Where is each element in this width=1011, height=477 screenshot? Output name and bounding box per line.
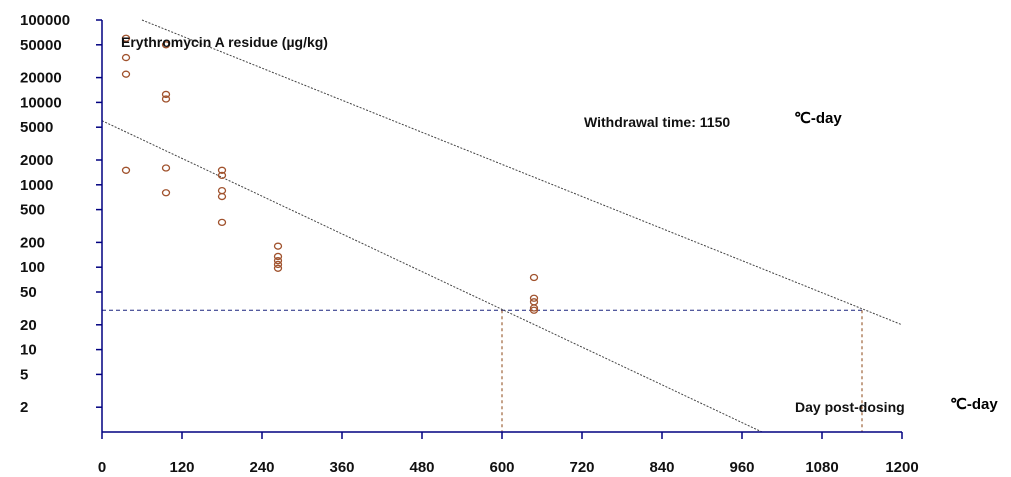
x-tick-label: 0 <box>98 459 106 476</box>
y-tick-label: 2 <box>20 399 28 416</box>
data-point <box>217 166 227 174</box>
x-tick-label: 120 <box>169 459 194 476</box>
y-tick-label: 100000 <box>20 12 70 29</box>
x-tick-label: 1080 <box>805 459 838 476</box>
x-tick-label: 600 <box>489 459 514 476</box>
data-point <box>273 260 283 269</box>
y-tick-label: 1000 <box>20 177 53 194</box>
data-point <box>161 41 171 49</box>
data-point <box>529 306 539 314</box>
y-tick-label: 20000 <box>20 70 62 87</box>
y-tick-label: 500 <box>20 202 45 219</box>
x-tick-label: 720 <box>569 459 594 476</box>
y-tick-label: 200 <box>20 234 45 251</box>
data-point <box>217 218 227 227</box>
data-point <box>273 257 283 265</box>
x-tick-label: 840 <box>649 459 674 476</box>
tick-labels: 1000005000020000100005000200010005002001… <box>20 12 919 476</box>
x-tick-label: 960 <box>729 459 754 476</box>
data-point <box>161 90 171 99</box>
data-points <box>121 34 539 314</box>
x-axis-label: Day post-dosing <box>795 399 905 415</box>
data-point <box>121 53 131 62</box>
data-point <box>161 164 171 172</box>
y-axis-label: Erythromycin A residue (µg/kg) <box>121 34 328 50</box>
x-tick-label: 1200 <box>885 459 918 476</box>
data-point <box>273 242 283 250</box>
x-tick-label: 480 <box>409 459 434 476</box>
data-point <box>529 273 539 282</box>
y-tick-label: 10000 <box>20 94 62 111</box>
y-tick-label: 100 <box>20 259 45 276</box>
x-tick-label: 360 <box>329 459 354 476</box>
y-tick-label: 20 <box>20 317 37 334</box>
data-point <box>121 34 131 42</box>
y-tick-label: 5 <box>20 366 28 383</box>
axes <box>96 19 903 439</box>
data-point <box>121 70 131 78</box>
y-tick-label: 5000 <box>20 119 53 136</box>
data-point <box>161 189 171 197</box>
y-tick-label: 10 <box>20 342 37 359</box>
y-tick-label: 50 <box>20 284 37 301</box>
fit-lines <box>101 19 903 433</box>
x-tick-label: 240 <box>249 459 274 476</box>
reference-lines <box>102 309 863 432</box>
regression-line <box>101 120 763 433</box>
data-point <box>529 294 539 302</box>
data-point <box>161 95 171 103</box>
data-point <box>217 186 227 195</box>
data-point <box>217 192 227 201</box>
data-point <box>217 171 227 180</box>
data-point <box>273 264 283 272</box>
withdrawal-annotation-unit: ℃-day <box>794 110 842 127</box>
y-tick-label: 2000 <box>20 152 53 169</box>
tolerance-limit-line <box>141 19 903 326</box>
x-axis-label-unit: ℃-day <box>950 396 998 413</box>
data-point <box>273 252 283 261</box>
withdrawal-annotation: Withdrawal time: 1150 <box>584 114 730 130</box>
data-point <box>121 166 131 174</box>
y-tick-label: 50000 <box>20 37 62 54</box>
